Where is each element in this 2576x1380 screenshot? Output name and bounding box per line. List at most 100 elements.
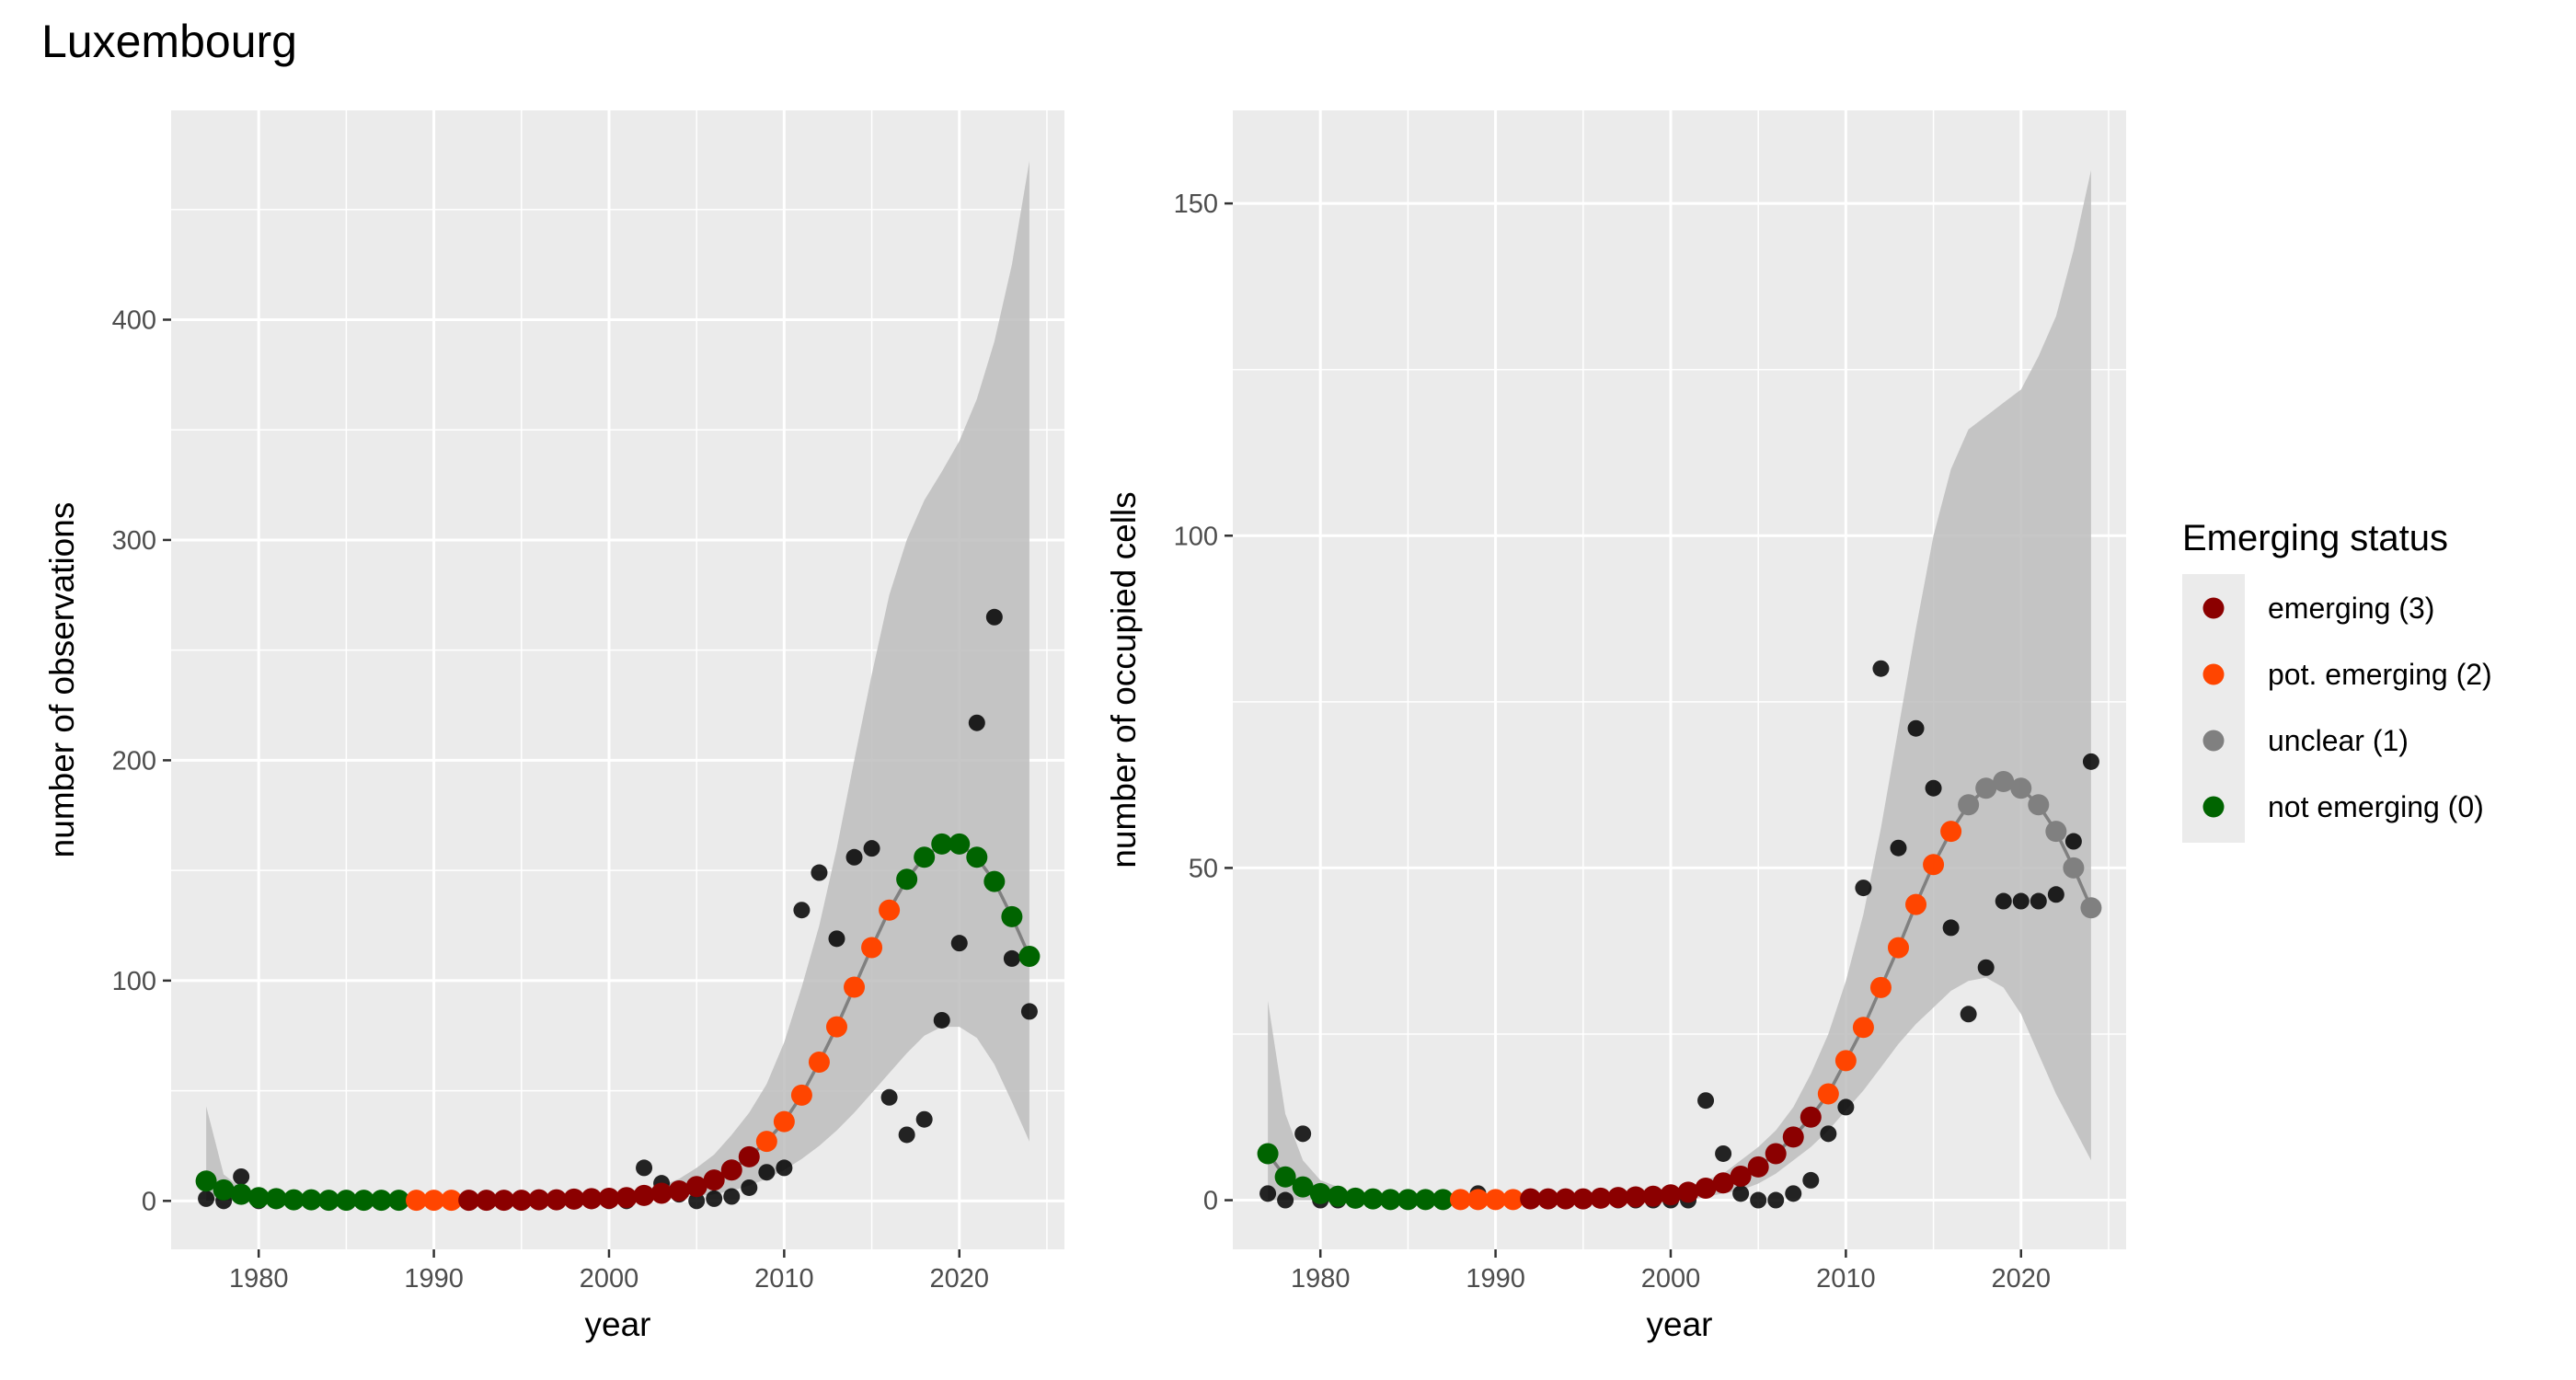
fit-point-status-2 [406, 1190, 428, 1212]
x-tick-label: 1990 [404, 1264, 464, 1294]
fit-point-status-2 [1905, 893, 1927, 915]
y-tick-label: 100 [112, 967, 156, 996]
observed-point [776, 1159, 793, 1177]
fit-point-status-3 [1712, 1172, 1734, 1194]
observed-point [1732, 1185, 1750, 1202]
fit-point-status-0 [247, 1187, 270, 1209]
fit-point-status-3 [1537, 1188, 1559, 1210]
fit-point-status-3 [476, 1190, 498, 1212]
x-tick-label: 1980 [1291, 1264, 1351, 1294]
fit-point-status-2 [825, 1016, 847, 1038]
fit-point-status-2 [423, 1190, 445, 1212]
fit-point-status-3 [563, 1188, 585, 1210]
fit-point-status-1 [2045, 821, 2067, 843]
observed-point [933, 1011, 950, 1029]
fit-point-status-2 [773, 1110, 795, 1133]
x-tick-label: 2010 [1816, 1264, 1876, 1294]
fit-point-status-2 [1940, 821, 1962, 843]
fit-point-status-0 [1432, 1189, 1454, 1211]
y-tick-label: 0 [142, 1187, 156, 1216]
fit-point-status-2 [861, 937, 883, 959]
observed-point [1003, 949, 1020, 967]
fit-point-status-0 [335, 1190, 357, 1212]
x-tick-label: 2000 [1641, 1264, 1701, 1294]
observed-point [968, 714, 985, 731]
fit-points [1257, 771, 2102, 1211]
x-tick-label: 1980 [229, 1264, 289, 1294]
y-tick-label: 0 [1203, 1187, 1218, 1216]
fit-point-status-2 [1852, 1017, 1874, 1039]
fit-point-status-3 [546, 1189, 568, 1211]
y-tick-label: 50 [1189, 854, 1218, 883]
legend-key-1 [2202, 730, 2225, 752]
fit-point-status-0 [265, 1188, 287, 1210]
observed-point [1277, 1191, 1294, 1209]
panel-observations: 1980 1990 2000 2010 2020 0 100 200 300 400 year n… [43, 110, 1064, 1343]
observed-point [950, 935, 968, 952]
fit-point-status-0 [931, 833, 953, 855]
legend-key-0 [2202, 796, 2225, 818]
observed-point [828, 930, 845, 948]
fit-point-status-2 [1887, 937, 1909, 959]
fit-point-status-3 [581, 1188, 603, 1210]
fit-point-status-0 [1001, 905, 1023, 927]
x-tick-label: 2010 [754, 1264, 814, 1294]
fit-point-status-0 [1018, 946, 1041, 968]
fit-point-status-3 [1625, 1186, 1647, 1208]
observed-point [741, 1179, 758, 1196]
fit-point-status-3 [1782, 1126, 1804, 1148]
observed-point [2064, 833, 2082, 850]
observed-point [1872, 660, 1890, 677]
panel-occupied-cells: 1980 1990 2000 2010 2020 0 50 100 150 year numbe… [1105, 110, 2126, 1343]
fit-point-status-2 [1450, 1189, 1472, 1211]
legend-label: emerging (3) [2268, 592, 2434, 625]
fit-point-status-3 [703, 1169, 725, 1191]
fit-point-status-3 [1730, 1166, 1752, 1188]
observed-point [915, 1110, 933, 1128]
observed-point [1715, 1144, 1732, 1162]
fit-point-status-1 [1993, 771, 2015, 793]
observed-point [758, 1164, 776, 1181]
fit-point-status-0 [1414, 1189, 1436, 1211]
fit-point-status-3 [1555, 1188, 1577, 1210]
fit-point-status-3 [1660, 1184, 1682, 1206]
fit-point-status-3 [650, 1182, 673, 1204]
fit-point-status-3 [633, 1184, 655, 1206]
x-tick-label: 1990 [1466, 1264, 1525, 1294]
x-tick-label: 2020 [930, 1264, 990, 1294]
fit-point-status-3 [1590, 1187, 1612, 1209]
fit-point-status-3 [1747, 1156, 1769, 1178]
y-tick-label: 400 [112, 305, 156, 335]
y-tick-label: 200 [112, 746, 156, 776]
observed-point [811, 864, 828, 881]
fit-points [195, 833, 1041, 1212]
observed-point [1837, 1098, 1855, 1116]
fit-point-status-3 [720, 1159, 742, 1181]
fit-point-status-0 [282, 1189, 305, 1211]
observed-point [845, 848, 863, 866]
observed-point [2030, 892, 2047, 910]
fit-point-status-0 [1292, 1176, 1314, 1198]
observed-point [233, 1167, 250, 1185]
observed-point [863, 840, 880, 857]
fit-point-status-2 [441, 1190, 463, 1212]
fit-point-status-0 [370, 1190, 392, 1212]
fit-point-status-2 [1467, 1189, 1489, 1211]
x-tick-label: 2000 [580, 1264, 639, 1294]
fit-point-status-3 [1695, 1178, 1717, 1200]
y-tick-label: 300 [112, 526, 156, 556]
chart-title: Luxembourg [41, 16, 297, 67]
x-axis-label: year [585, 1305, 651, 1343]
fit-point-status-3 [598, 1187, 620, 1209]
fit-point-status-3 [1607, 1187, 1629, 1209]
fit-point-status-0 [1397, 1189, 1419, 1211]
x-tick-label: 2020 [1992, 1264, 2052, 1294]
fit-point-status-3 [668, 1180, 690, 1202]
observed-point [1855, 880, 1872, 897]
observed-point [2047, 886, 2064, 903]
fit-point-status-3 [458, 1190, 480, 1212]
fit-point-status-0 [388, 1190, 410, 1212]
fit-point-status-0 [914, 846, 936, 868]
observed-point [2082, 753, 2099, 770]
